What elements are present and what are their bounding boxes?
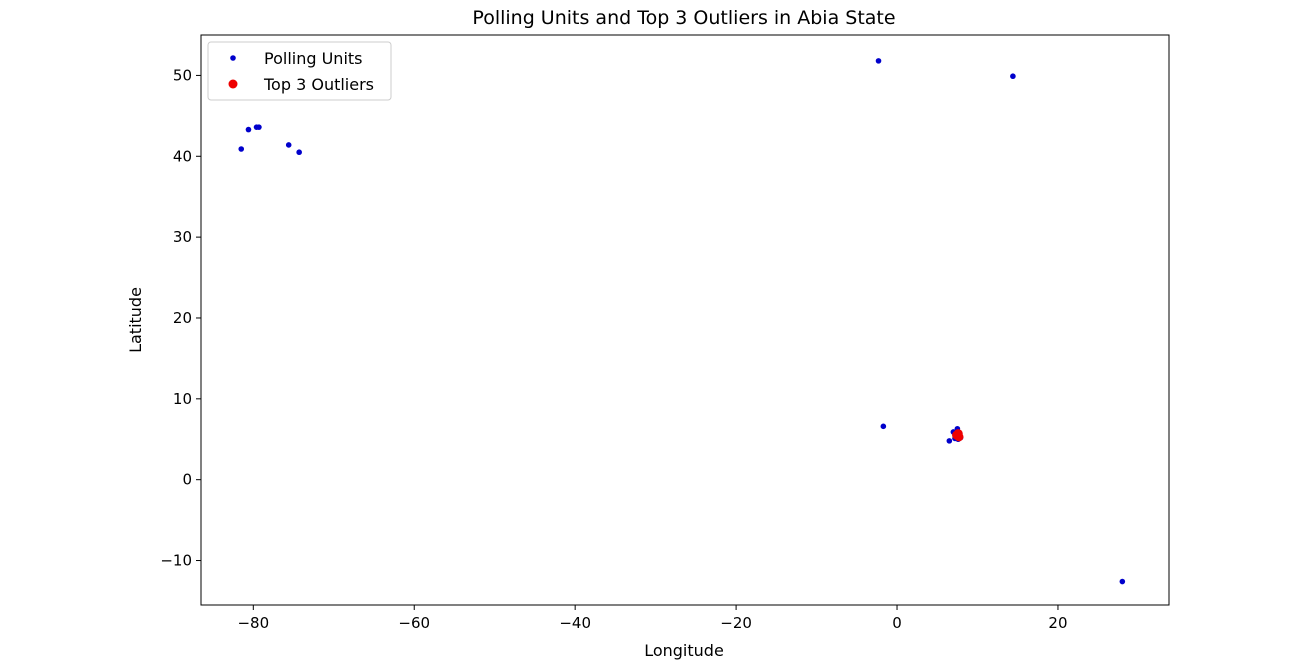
- x-tick-label: −40: [559, 614, 591, 632]
- polling-unit-point: [1010, 73, 1016, 80]
- x-axis-label: Longitude: [644, 641, 724, 660]
- plot-frame: [200, 34, 1170, 606]
- series-polling-units: [238, 58, 1126, 585]
- polling-unit-point: [285, 142, 292, 148]
- polling-unit-point: [245, 126, 252, 133]
- y-axis: −10 0 10 20 30 40 50: [160, 66, 201, 570]
- polling-unit-point: [875, 58, 882, 64]
- legend-box: [207, 41, 392, 101]
- y-tick-label: 30: [173, 228, 192, 246]
- x-tick-label: −60: [398, 614, 430, 632]
- y-tick-label: 40: [173, 147, 192, 165]
- chart-title: Polling Units and Top 3 Outliers in Abia…: [472, 7, 895, 29]
- y-tick-label: 10: [173, 390, 192, 408]
- x-tick-label: 20: [1048, 614, 1067, 632]
- polling-unit-point: [946, 438, 953, 444]
- legend-marker-top-3-outliers: [228, 79, 238, 89]
- polling-unit-point: [880, 423, 887, 430]
- polling-unit-point: [238, 146, 245, 152]
- x-axis: −80 −60 −40 −20 0 20: [237, 605, 1068, 632]
- legend-marker-polling-units: [230, 55, 236, 61]
- polling-unit-point: [1119, 578, 1126, 585]
- legend-label-polling-units: Polling Units: [264, 49, 363, 68]
- legend-label-top-3-outliers: Top 3 Outliers: [263, 75, 374, 94]
- y-tick-label: 20: [173, 309, 192, 327]
- y-axis-label: Latitude: [126, 287, 145, 353]
- y-tick-label: −10: [160, 552, 192, 570]
- x-tick-label: −20: [720, 614, 752, 632]
- y-tick-label: 0: [182, 471, 192, 489]
- legend: Polling Units Top 3 Outliers: [207, 41, 392, 101]
- x-tick-label: −80: [237, 614, 269, 632]
- polling-unit-point: [256, 124, 262, 130]
- polling-unit-point: [296, 149, 302, 156]
- plot-area: [238, 58, 1126, 585]
- series-top-3-outliers: [952, 429, 964, 442]
- x-tick-label: 0: [892, 614, 902, 632]
- outlier-point: [953, 429, 963, 439]
- y-tick-label: 50: [173, 66, 192, 84]
